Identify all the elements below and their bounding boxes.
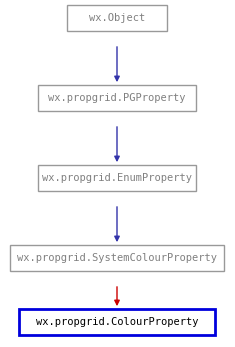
Text: wx.propgrid.SystemColourProperty: wx.propgrid.SystemColourProperty [17,253,217,263]
FancyBboxPatch shape [19,309,215,335]
FancyBboxPatch shape [38,165,196,191]
FancyBboxPatch shape [67,5,167,31]
Text: wx.propgrid.EnumProperty: wx.propgrid.EnumProperty [42,173,192,183]
Text: wx.Object: wx.Object [89,13,145,23]
Text: wx.propgrid.PGProperty: wx.propgrid.PGProperty [48,93,186,103]
FancyBboxPatch shape [10,245,224,271]
Text: wx.propgrid.ColourProperty: wx.propgrid.ColourProperty [36,317,198,327]
FancyBboxPatch shape [38,85,196,111]
